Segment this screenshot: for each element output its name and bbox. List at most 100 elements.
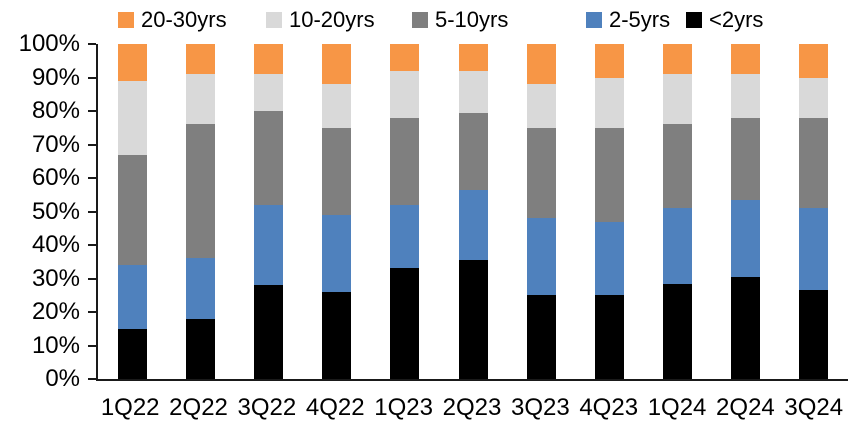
stacked-bar-4q23 bbox=[594, 44, 624, 379]
y-axis-label: 30% bbox=[31, 264, 80, 292]
x-axis-labels: 1Q22 2Q22 3Q22 4Q22 1Q23 2Q23 3Q23 4Q23 1Q24 2Q24… bbox=[96, 394, 848, 422]
bar-slot-3q22 bbox=[234, 44, 302, 379]
y-axis-tick bbox=[88, 177, 96, 179]
stacked-bar-2q22 bbox=[185, 44, 215, 379]
bar-segment-2q22-20-30yrs bbox=[185, 44, 215, 75]
bar-segment-2q23-2-5yrs bbox=[458, 189, 488, 261]
bar-segment-1q22-2-5yrs bbox=[117, 265, 147, 329]
x-axis-label-3q22: 3Q22 bbox=[237, 394, 297, 421]
y-axis-label: 80% bbox=[31, 97, 80, 124]
stacked-bar-2q23 bbox=[458, 44, 488, 379]
bar-segment-4q23-2-5yrs bbox=[594, 221, 624, 296]
stacked-bar-1q22 bbox=[117, 44, 147, 379]
bars-container bbox=[98, 44, 848, 379]
bar-segment-1q23-20-30yrs bbox=[390, 44, 420, 71]
bar-segment-3q23-2yrs bbox=[526, 295, 556, 379]
y-axis-label: 0% bbox=[45, 365, 80, 392]
legend-item-2yrs: <2yrs bbox=[686, 9, 763, 31]
bar-segment-3q24-5-10yrs bbox=[799, 117, 829, 209]
y-axis-label: 90% bbox=[31, 63, 80, 91]
bar-segment-1q24-2yrs bbox=[663, 283, 693, 379]
bar-slot-3q24 bbox=[780, 44, 848, 379]
y-axis-tick bbox=[88, 43, 96, 45]
bar-slot-4q22 bbox=[303, 44, 371, 379]
x-axis-label-1q24: 1Q24 bbox=[647, 394, 707, 421]
bar-slot-1q22 bbox=[98, 44, 166, 379]
bar-slot-2q23 bbox=[439, 44, 507, 379]
x-axis-label-1q22: 1Q22 bbox=[100, 394, 160, 421]
x-axis-label-4q23: 4Q23 bbox=[579, 394, 639, 421]
bar-segment-2q24-10-20yrs bbox=[731, 74, 761, 118]
y-axis-tick bbox=[88, 277, 96, 280]
stacked-bar-1q24 bbox=[663, 44, 693, 379]
bar-slot-1q24 bbox=[644, 44, 712, 379]
y-axis-label: 20% bbox=[31, 298, 80, 325]
y-axis-label: 10% bbox=[31, 331, 80, 359]
x-axis-label-2q23: 2Q23 bbox=[442, 394, 502, 421]
x-axis-label-4q22: 4Q22 bbox=[305, 394, 365, 421]
bar-segment-4q23-10-20yrs bbox=[594, 77, 624, 128]
bar-segment-3q22-2-5yrs bbox=[253, 204, 283, 286]
bar-segment-2q24-20-30yrs bbox=[731, 44, 761, 75]
legend-item-10-20yrs: 10-20yrs bbox=[266, 7, 375, 32]
legend-item-20-30yrs: 20-30yrs bbox=[118, 9, 227, 31]
bar-segment-2q23-20-30yrs bbox=[458, 44, 488, 71]
bar-segment-1q22-5-10yrs bbox=[117, 154, 147, 266]
bar-segment-4q22-5-10yrs bbox=[322, 127, 352, 215]
bar-segment-3q22-2yrs bbox=[253, 285, 283, 379]
x-axis-label-1q23: 1Q23 bbox=[374, 394, 433, 421]
legend-label: 10-20yrs bbox=[289, 7, 375, 32]
bar-segment-3q23-5-10yrs bbox=[526, 127, 556, 219]
bar-slot-2q24 bbox=[712, 44, 780, 379]
y-axis-label: 40% bbox=[31, 231, 80, 258]
stacked-bar-2q24 bbox=[731, 44, 761, 379]
bar-segment-4q22-2yrs bbox=[322, 291, 352, 379]
x-axis-label-3q24: 3Q24 bbox=[784, 394, 844, 421]
bar-slot-1q23 bbox=[371, 44, 439, 379]
bar-segment-2q23-2yrs bbox=[458, 260, 488, 379]
y-axis-tick bbox=[88, 344, 96, 347]
legend-swatch-2-5yrs bbox=[586, 12, 602, 28]
bar-segment-2q23-10-20yrs bbox=[458, 70, 488, 113]
bar-segment-1q24-20-30yrs bbox=[663, 44, 693, 75]
chart-legend: 20-30yrs 10-20yrs 5-10yrs 2-5yrs <2yrs bbox=[0, 0, 852, 36]
bar-segment-2q22-10-20yrs bbox=[185, 74, 215, 125]
legend-swatch-5-10yrs bbox=[412, 12, 428, 28]
bar-segment-1q23-2yrs bbox=[390, 268, 420, 379]
y-axis-label: 100% bbox=[18, 30, 80, 57]
bar-segment-1q24-2-5yrs bbox=[663, 208, 693, 284]
bar-segment-3q24-20-30yrs bbox=[799, 44, 829, 78]
bar-segment-3q24-2-5yrs bbox=[799, 208, 829, 291]
bar-segment-2q24-2-5yrs bbox=[731, 199, 761, 277]
bar-segment-1q23-2-5yrs bbox=[390, 204, 420, 269]
x-axis-label-3q23: 3Q23 bbox=[510, 394, 570, 421]
bar-segment-2q24-2yrs bbox=[731, 276, 761, 379]
bar-segment-2q22-2-5yrs bbox=[185, 258, 215, 319]
bar-segment-1q22-20-30yrs bbox=[117, 44, 147, 81]
stacked-bar-3q22 bbox=[253, 44, 283, 379]
x-axis-label-2q22: 2Q22 bbox=[169, 394, 228, 421]
bar-segment-2q23-5-10yrs bbox=[458, 112, 488, 190]
y-axis-label: 60% bbox=[31, 164, 80, 191]
bar-segment-2q24-5-10yrs bbox=[731, 117, 761, 200]
bar-segment-1q24-10-20yrs bbox=[663, 74, 693, 125]
bar-segment-1q22-10-20yrs bbox=[117, 80, 147, 155]
bar-segment-2q22-5-10yrs bbox=[185, 124, 215, 259]
bar-segment-3q23-2-5yrs bbox=[526, 218, 556, 296]
bar-segment-1q24-5-10yrs bbox=[663, 124, 693, 209]
bar-segment-1q22-2yrs bbox=[117, 328, 147, 379]
legend-label: 2-5yrs bbox=[609, 7, 671, 32]
bar-segment-3q23-20-30yrs bbox=[526, 44, 556, 85]
stacked-bar-4q22 bbox=[322, 44, 352, 379]
bar-segment-3q22-20-30yrs bbox=[253, 44, 283, 75]
bar-segment-3q22-5-10yrs bbox=[253, 111, 283, 205]
bar-segment-3q24-2yrs bbox=[799, 290, 829, 379]
legend-swatch-10-20yrs bbox=[266, 12, 282, 28]
legend-item-5-10yrs: 5-10yrs bbox=[412, 9, 508, 31]
y-axis-tick bbox=[88, 210, 96, 213]
legend-item-2-5yrs: 2-5yrs bbox=[586, 7, 671, 32]
y-axis-label: 50% bbox=[31, 197, 80, 225]
bar-segment-4q23-20-30yrs bbox=[594, 44, 624, 78]
bar-segment-3q23-10-20yrs bbox=[526, 84, 556, 128]
